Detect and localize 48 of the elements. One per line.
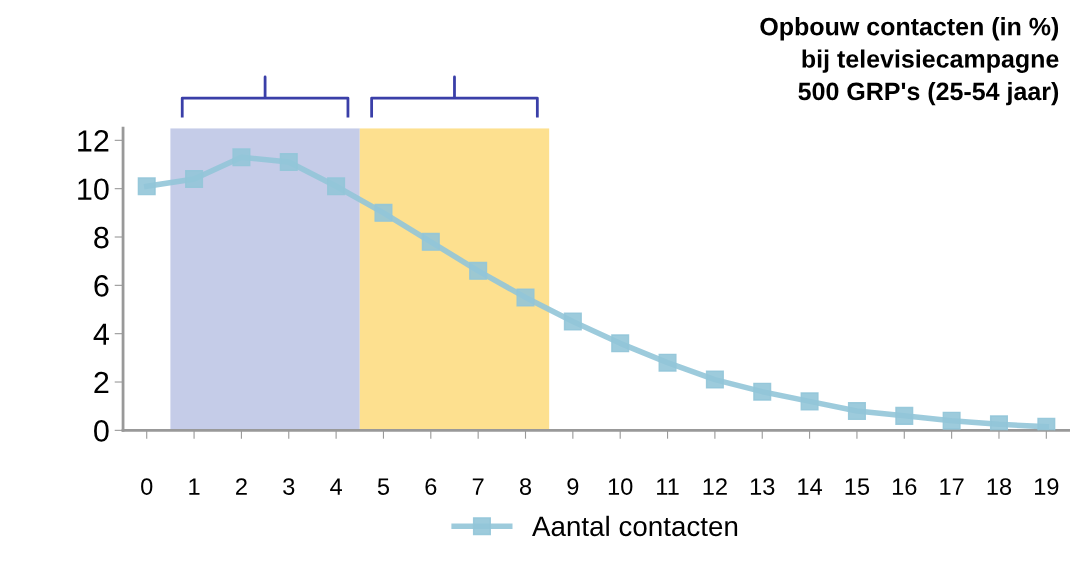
point <box>516 288 535 307</box>
point <box>374 203 393 222</box>
y-tick-label: 0 <box>94 420 109 442</box>
y-tick-label: 2 <box>94 371 109 394</box>
point <box>705 370 724 389</box>
x-tick-label: 15 <box>845 478 870 495</box>
point <box>611 334 630 353</box>
x-tick-label: 4 <box>330 478 342 495</box>
x-tick-label: 1 <box>189 478 200 495</box>
point <box>563 312 582 331</box>
x-tick-label: 3 <box>283 478 295 495</box>
x-tick-label: 11 <box>657 478 679 495</box>
x-tick-label: 7 <box>472 478 484 495</box>
point <box>137 177 156 196</box>
point <box>800 392 819 411</box>
y-tick-label: 12 <box>78 130 109 152</box>
x-tick-label: 19 <box>1035 478 1059 495</box>
x-tick-label: 18 <box>987 478 1012 495</box>
y-tick-label: 6 <box>94 275 109 297</box>
point <box>658 353 677 372</box>
x-tick-label: 16 <box>892 478 917 495</box>
point <box>421 232 440 251</box>
x-tick-label: 17 <box>940 478 964 495</box>
point <box>232 148 251 167</box>
x-tick-label: 13 <box>750 478 775 495</box>
point <box>279 153 298 172</box>
point <box>753 382 772 401</box>
x-tick-label: 12 <box>703 478 727 495</box>
point <box>469 261 488 280</box>
y-tick-label: 4 <box>93 323 109 345</box>
legend-label: Aantal contacten <box>532 515 738 537</box>
point <box>942 411 961 430</box>
y-tick-label: 10 <box>78 178 109 201</box>
x-tick-label: 2 <box>236 478 247 495</box>
point <box>185 169 204 189</box>
point <box>847 401 866 421</box>
point <box>327 177 346 196</box>
point <box>895 406 914 425</box>
point <box>989 415 1009 431</box>
x-tick-label: 9 <box>567 478 579 495</box>
chart-title: Opbouw contacten (in %) bij televisiecampagne 500 GRP's (25-54 jaar) <box>760 17 1059 106</box>
x-tick-label: 5 <box>377 478 390 495</box>
y-tick-label: 8 <box>94 226 109 249</box>
x-tick-label: 14 <box>798 478 823 495</box>
x-tick-label: 0 <box>141 478 153 495</box>
x-tick-label: 10 <box>608 478 633 495</box>
x-tick-label: 6 <box>425 478 437 495</box>
x-tick-label: 8 <box>519 478 532 495</box>
